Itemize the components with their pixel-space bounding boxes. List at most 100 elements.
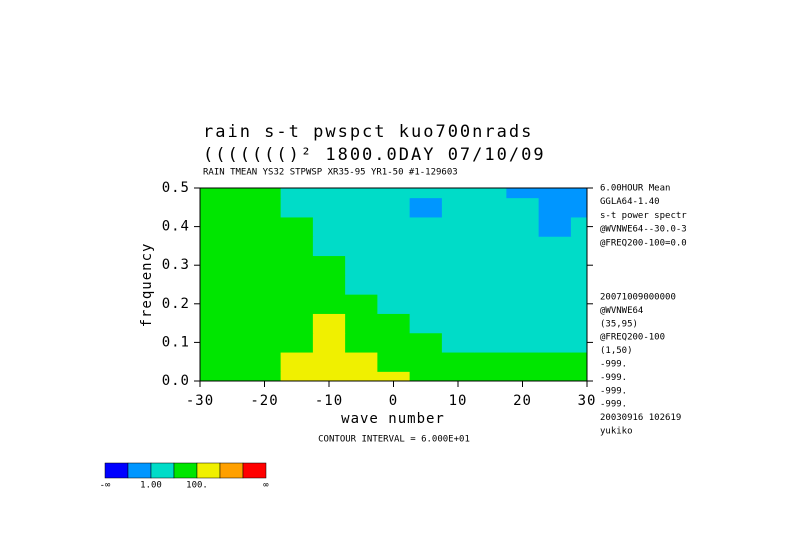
note: -999. xyxy=(600,400,627,410)
field-cell xyxy=(441,332,475,353)
field-cell xyxy=(377,216,411,237)
field-cell xyxy=(409,188,443,199)
field-cell xyxy=(377,274,411,295)
field-cell xyxy=(377,352,411,372)
field-cell xyxy=(570,274,588,295)
field-cell xyxy=(570,371,588,382)
field-cell xyxy=(377,332,411,353)
field-cell xyxy=(409,371,443,382)
field-cell xyxy=(377,371,411,382)
field-cell xyxy=(538,332,572,353)
x-tick-label: 10 xyxy=(449,393,468,409)
field-cell xyxy=(280,255,314,276)
field-cell xyxy=(474,313,507,334)
field-cell xyxy=(200,332,217,353)
field-cell xyxy=(474,216,507,237)
field-cell xyxy=(280,371,314,382)
field-cell xyxy=(377,188,411,199)
field-cell xyxy=(377,313,411,334)
field-cell xyxy=(377,197,411,218)
x-tick-label: 30 xyxy=(578,393,597,409)
note: @WVNWE64 xyxy=(600,306,643,316)
field-cell xyxy=(280,197,314,218)
field-cell xyxy=(312,274,346,295)
field-cell xyxy=(570,197,588,218)
y-axis-label: frequency xyxy=(139,243,155,328)
note: @FREQ200-100 xyxy=(600,333,665,343)
field-cell xyxy=(345,352,378,372)
field-cell xyxy=(538,371,572,382)
field-cell xyxy=(538,216,572,237)
field-cell xyxy=(345,371,378,382)
field-cell xyxy=(248,216,282,237)
field-cell xyxy=(441,255,475,276)
field-cell xyxy=(312,255,346,276)
field-cell xyxy=(409,352,443,372)
field-cell xyxy=(506,236,540,257)
y-tick-label: 0.4 xyxy=(162,219,190,235)
colorbar-swatch xyxy=(150,462,175,479)
field-cell xyxy=(409,332,443,353)
x-tick-label: -30 xyxy=(186,393,214,409)
field-cell xyxy=(506,294,540,314)
field-cell xyxy=(248,236,282,257)
field-cell xyxy=(474,352,507,372)
x-tick-label: -10 xyxy=(315,393,343,409)
field-cell xyxy=(280,236,314,257)
note: s-t power spectr xyxy=(600,211,687,221)
field-cell xyxy=(409,197,443,218)
field-cell xyxy=(538,236,572,257)
field-cell xyxy=(248,255,282,276)
field-cell xyxy=(506,188,540,199)
x-tick-label: 20 xyxy=(513,393,532,409)
field-cell xyxy=(409,236,443,257)
field-cell xyxy=(200,352,217,372)
colorbar-swatch xyxy=(173,462,198,479)
field-cell xyxy=(409,294,443,314)
field-cell xyxy=(248,294,282,314)
field-cell xyxy=(474,294,507,314)
field-cell xyxy=(345,188,378,199)
field-cell xyxy=(441,197,475,218)
note: -999. xyxy=(600,360,627,370)
field-cell xyxy=(377,294,411,314)
field-cell xyxy=(441,216,475,237)
field-cell xyxy=(280,352,314,372)
field-cell xyxy=(570,352,588,372)
field-cell xyxy=(248,188,282,199)
colorbar-swatch xyxy=(104,462,129,479)
field-cell xyxy=(538,352,572,372)
field-cell xyxy=(280,294,314,314)
field-cell xyxy=(441,188,475,199)
note: 20030916 102619 xyxy=(600,413,681,423)
field-cell xyxy=(216,197,249,218)
note: -999. xyxy=(600,386,627,396)
chart-header: RAIN TMEAN YS32 STPWSP XR35-95 YR1-50 #1… xyxy=(203,168,458,178)
field-cell xyxy=(345,294,378,314)
field-cell xyxy=(474,371,507,382)
note: @FREQ200-100=0.0 xyxy=(600,238,687,248)
field-cell xyxy=(570,255,588,276)
y-tick-label: 0.0 xyxy=(162,373,190,389)
field-cell xyxy=(345,274,378,295)
field-cell xyxy=(200,197,217,218)
note: (1,50) xyxy=(600,346,633,356)
colorbar-swatch xyxy=(196,462,221,479)
colorbar-swatch xyxy=(219,462,244,479)
field-cell xyxy=(312,371,346,382)
field-cell xyxy=(538,188,572,199)
field-cell xyxy=(280,216,314,237)
colorbar-label: 1.00 xyxy=(140,481,162,491)
field-cell xyxy=(200,371,217,382)
field-cell xyxy=(441,236,475,257)
field-cell xyxy=(377,236,411,257)
field-cell xyxy=(506,332,540,353)
field-cell xyxy=(248,274,282,295)
y-tick-label: 0.3 xyxy=(162,257,190,273)
field-cell xyxy=(570,216,588,237)
y-tick-label: 0.2 xyxy=(162,296,190,312)
field-cell xyxy=(312,313,346,334)
y-tick-label: 0.5 xyxy=(162,180,190,196)
field-cell xyxy=(570,236,588,257)
